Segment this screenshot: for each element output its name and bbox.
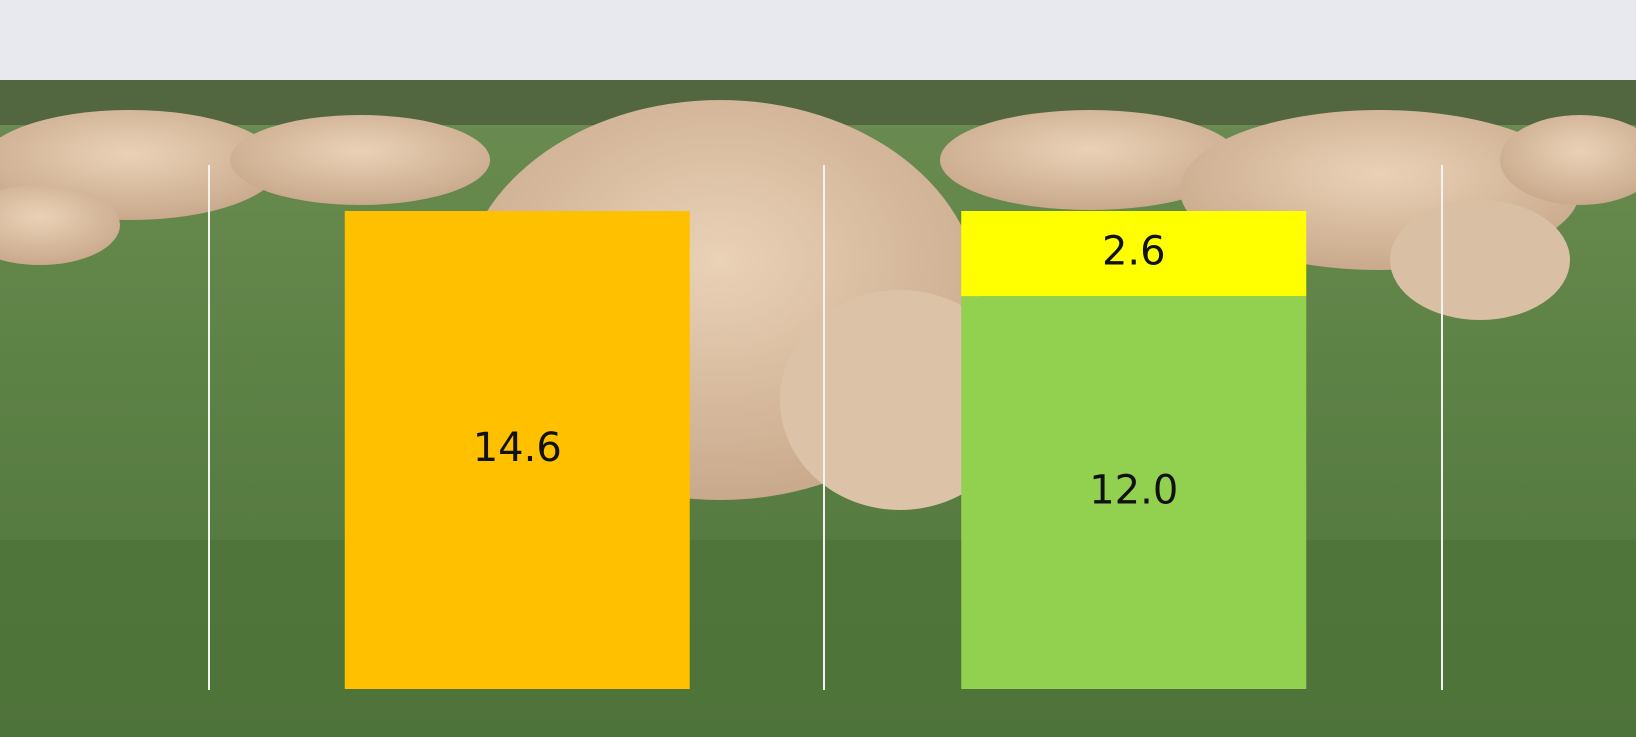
data-label: 2.6 [1102,229,1166,275]
separators [208,165,1443,690]
bar-segment [961,296,1307,689]
data-label: 12.0 [1089,468,1178,514]
data-label: 14.6 [473,425,562,471]
bar-segment [344,211,690,689]
bar-segment [961,211,1307,297]
